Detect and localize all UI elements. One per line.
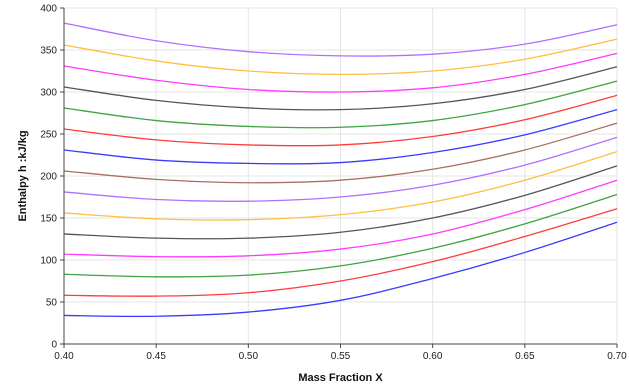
y-tick-label: 0 [51, 340, 57, 351]
x-tick-labels: 0.40 0.45 0.50 0.55 0.60 0.65 0.70 [54, 344, 627, 362]
y-tick-label: 100 [40, 256, 57, 267]
series-line-3 [63, 193, 618, 278]
y-tick-label: 200 [40, 172, 57, 183]
series-line-9 [63, 109, 618, 165]
series-line-1 [63, 221, 618, 318]
series-line-12 [63, 66, 618, 111]
y-tick-label: 50 [46, 298, 58, 309]
y-tick-label: 150 [40, 214, 57, 225]
x-tick-label: 0.45 [146, 351, 166, 362]
series-line-14 [63, 38, 618, 76]
x-tick-label: 0.50 [239, 351, 259, 362]
series-lines [63, 22, 618, 318]
series-line-4 [63, 179, 618, 258]
x-axis-title: Mass Fraction X [298, 372, 383, 384]
series-line-8 [63, 122, 618, 184]
x-tick-label: 0.40 [54, 351, 74, 362]
x-tick-label: 0.65 [515, 351, 535, 362]
y-tick-label: 400 [40, 4, 57, 15]
series-line-15 [63, 22, 618, 57]
series-line-6 [63, 151, 618, 221]
series-line-10 [63, 94, 618, 147]
series-line-13 [63, 52, 618, 93]
series-line-2 [63, 208, 618, 297]
series-line-5 [63, 165, 618, 240]
x-tick-label: 0.55 [331, 351, 351, 362]
y-axis-title: Enthalpy h :kJ/kg [17, 130, 29, 221]
series-line-11 [63, 80, 618, 129]
x-tick-label: 0.60 [423, 351, 443, 362]
series-line-7 [63, 136, 618, 202]
x-tick-label: 0.70 [607, 351, 627, 362]
y-tick-label: 350 [40, 46, 57, 57]
y-tick-label: 300 [40, 88, 57, 99]
grid-lines [63, 7, 618, 345]
y-tick-labels: 0 50 100 150 200 250 300 350 400 [40, 4, 64, 351]
y-tick-label: 250 [40, 130, 57, 141]
